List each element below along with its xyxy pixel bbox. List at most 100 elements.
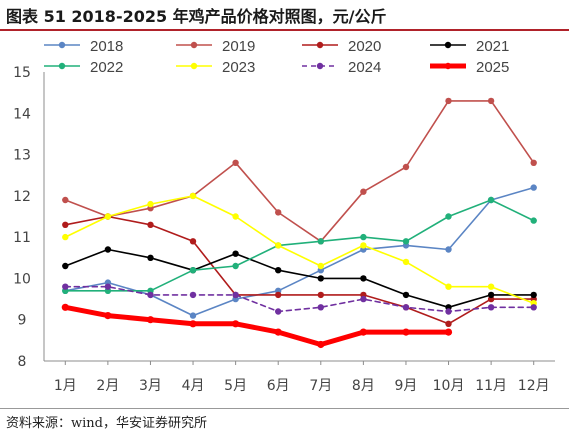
legend-swatch-marker [316,62,324,70]
data-point [189,192,197,200]
legend-label: 2018 [90,38,123,55]
data-point [275,267,282,274]
data-point [402,238,410,245]
data-point [530,217,537,224]
data-point [104,312,112,320]
x-tick-label: 5月 [224,378,247,394]
y-tick-label: 9 [18,313,27,329]
y-tick-label: 11 [13,230,31,246]
data-point [317,238,324,245]
data-point [487,196,495,204]
data-point [317,304,324,311]
x-tick-label: 7月 [309,378,332,394]
data-point [487,304,495,311]
data-point [360,275,367,282]
data-point [147,291,154,299]
series-group [61,97,537,349]
data-point [360,295,367,303]
data-point [487,291,495,299]
data-point [402,163,410,171]
data-point [232,320,240,328]
data-point [189,238,197,245]
data-point [232,250,239,257]
legend-item-2022: 2022 [44,59,123,76]
data-point [275,209,282,216]
x-tick-label: 12月 [518,378,550,394]
legend-item-2024: 2024 [302,59,381,76]
data-point [444,328,453,336]
chart-title: 图表 51 2018-2025 年鸡产品价格对照图，元/公斤 [6,7,387,26]
data-point [62,196,69,204]
legend-label: 2022 [90,59,123,76]
data-point [445,320,452,327]
legend-swatch-marker [444,41,452,49]
data-point [275,291,282,299]
data-point [62,221,69,228]
x-tick-label: 4月 [182,378,205,394]
x-tick-label: 9月 [394,378,417,394]
data-point [232,262,239,270]
data-point [317,291,324,299]
legend-swatch-marker [444,62,452,70]
data-point [189,312,197,319]
series-line [64,100,535,243]
data-point [146,316,155,324]
legend-swatch-marker [58,41,66,49]
data-point [445,213,452,220]
data-point [62,262,69,270]
data-point [189,291,197,299]
data-point [445,246,452,253]
source-note: 资料来源：wind，华安证券研究所 [6,416,207,431]
series-line [62,304,451,347]
legend-item-2021: 2021 [430,38,509,55]
axes: 8 9 10 11 12 13 14 15 1月 2月 3月 4月 5月 6月 7月 8月 9月 10月 11月 12… [13,65,555,394]
data-point [359,328,367,336]
data-point [104,283,112,290]
footer-divider [0,408,569,409]
series-line [64,285,535,313]
data-point [275,308,282,315]
data-point [445,97,452,105]
legend-label: 2024 [348,59,381,76]
y-tick-label: 8 [18,354,27,370]
y-tick-label: 14 [13,106,31,122]
x-tick-label: 1月 [54,378,77,394]
data-point [530,159,537,166]
legend-label: 2021 [476,38,509,55]
series-line [64,195,535,305]
x-tick-label: 10月 [433,378,465,394]
data-point [487,97,495,105]
series-line [64,199,535,292]
data-point [317,275,324,282]
data-point [317,262,324,270]
data-point [189,320,197,328]
series-2019 [62,97,537,245]
data-point [232,159,239,166]
data-point [445,308,452,315]
legend-swatch-marker [190,41,198,49]
x-tick-label: 8月 [352,378,375,394]
data-point [530,291,537,299]
series-2025 [61,303,453,349]
title-divider [0,29,569,31]
data-point [360,188,367,195]
legend-label: 2023 [222,59,255,76]
data-point [147,254,154,261]
x-tick-label: 11月 [475,378,507,394]
series-2024 [62,283,537,315]
series-2018 [62,184,537,319]
legend-swatch-marker [58,62,66,70]
data-point [317,340,325,349]
data-point [104,246,112,253]
data-point [530,304,537,311]
data-point [445,283,452,290]
x-tick-label: 3月 [139,378,162,394]
legend-label: 2025 [476,59,509,76]
legend-item-2023: 2023 [176,59,255,76]
series-2023 [62,192,537,307]
data-point [487,283,495,290]
data-point [104,213,112,220]
data-point [232,291,239,299]
series-line [64,215,535,325]
